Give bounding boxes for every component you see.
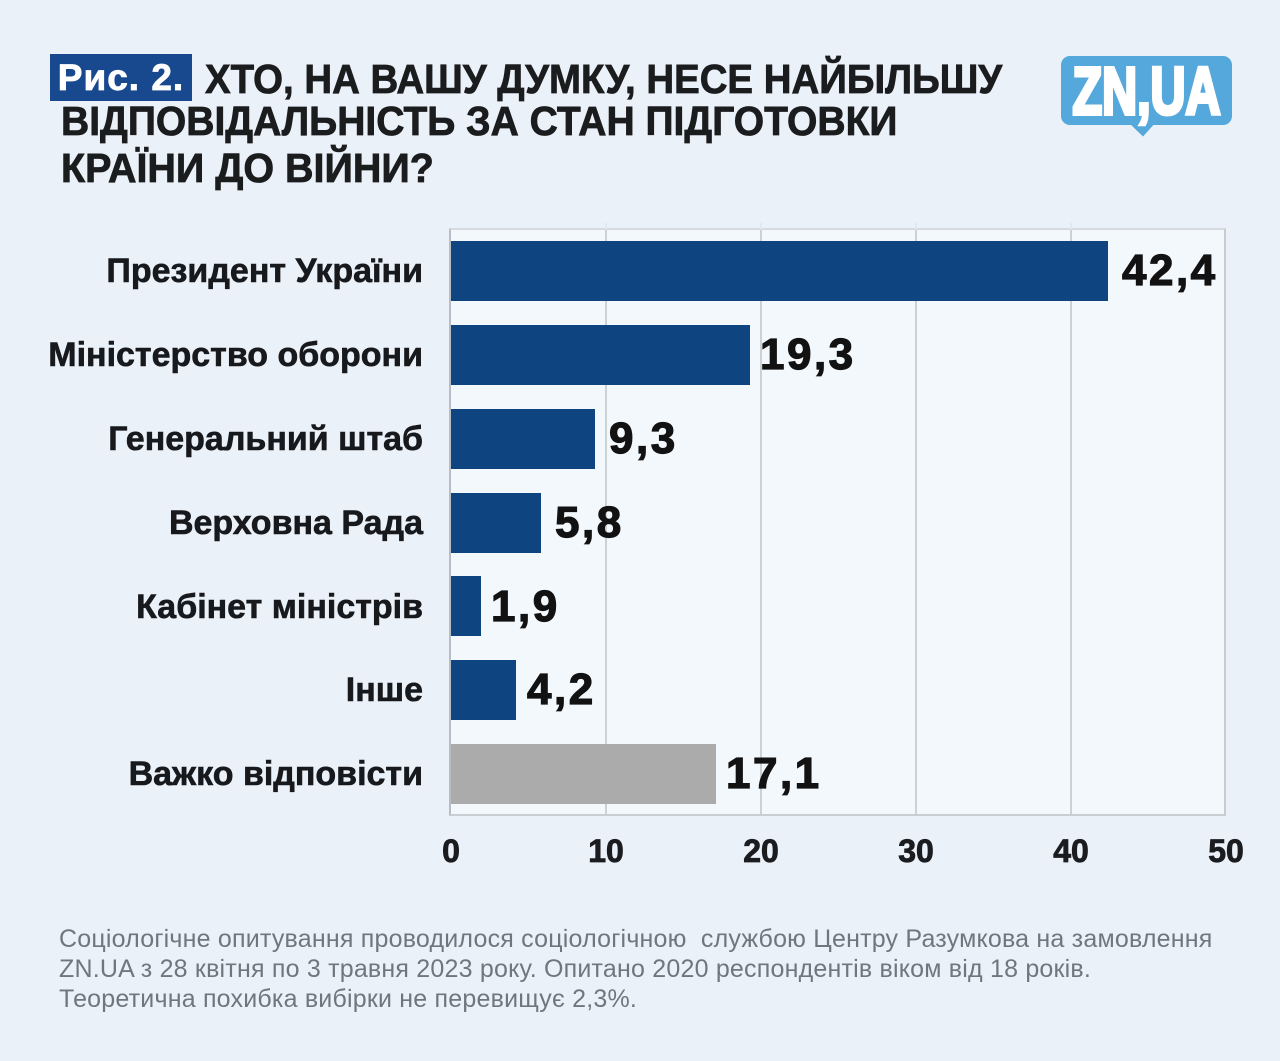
svg-text:ZN,UA: ZN,UA xyxy=(1073,55,1221,129)
